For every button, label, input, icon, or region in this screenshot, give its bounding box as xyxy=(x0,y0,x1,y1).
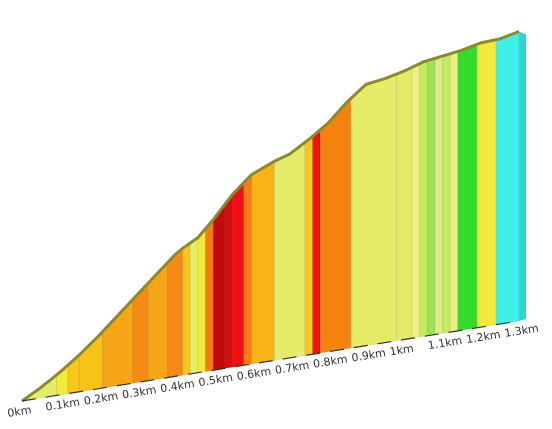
gradient-band xyxy=(319,97,352,354)
gradient-band xyxy=(449,51,459,333)
gradient-band xyxy=(102,298,134,389)
gradient-band xyxy=(251,160,275,365)
distance-axis xyxy=(21,320,520,402)
gradient-band xyxy=(457,43,478,332)
distance-tick-label: 0.5km xyxy=(198,371,234,389)
gradient-band xyxy=(476,39,497,329)
gradient-band xyxy=(396,66,413,342)
distance-tick-label: 0.9km xyxy=(351,346,387,364)
profile-end-face xyxy=(519,31,526,321)
gradient-band xyxy=(411,63,420,339)
gradient-band xyxy=(224,193,233,369)
distance-tick-label: 0km xyxy=(6,403,32,420)
distance-tick-label: 0.2km xyxy=(83,389,119,407)
gradient-band xyxy=(495,31,520,326)
distance-tick-label: 1.2km xyxy=(465,328,501,346)
gradient-band xyxy=(243,174,252,366)
gradient-band xyxy=(79,331,103,393)
gradient-band xyxy=(232,181,244,368)
distance-axis-line xyxy=(21,320,520,402)
gradient-band xyxy=(182,242,191,376)
gradient-bands xyxy=(21,31,520,402)
gradient-band xyxy=(312,129,321,355)
distance-tick-label: 0.1km xyxy=(45,395,81,413)
gradient-band xyxy=(273,141,306,361)
gradient-band xyxy=(350,73,398,349)
gradient-band xyxy=(197,227,206,374)
profile-outline xyxy=(21,30,526,403)
distance-tick-label: 0.6km xyxy=(236,365,272,383)
gradient-band xyxy=(212,203,225,371)
distance-tick-labels: 0km 0.1km 0.2km 0.3km 0.4km 0.5km 0.6km 0.7km 0.… xyxy=(6,322,539,420)
distance-tick-label: 1.1km xyxy=(427,334,463,352)
distance-tick-label: 0.8km xyxy=(312,352,348,370)
distance-tick-label: 1km xyxy=(389,342,415,359)
distance-tick-label: 0.7km xyxy=(274,359,310,377)
gradient-band xyxy=(419,60,428,338)
gradient-band xyxy=(442,53,451,334)
distance-tick-label: 1.3km xyxy=(503,322,539,340)
distance-tick-label: 0.4km xyxy=(159,377,195,395)
gradient-band xyxy=(167,247,183,378)
gradient-band xyxy=(205,219,214,372)
gradient-band xyxy=(434,55,443,335)
gradient-band xyxy=(304,135,313,356)
gradient-band xyxy=(189,237,199,375)
gradient-band xyxy=(426,57,436,337)
profile-top-edge xyxy=(21,30,520,403)
distance-tick-label: 0.3km xyxy=(121,383,157,401)
